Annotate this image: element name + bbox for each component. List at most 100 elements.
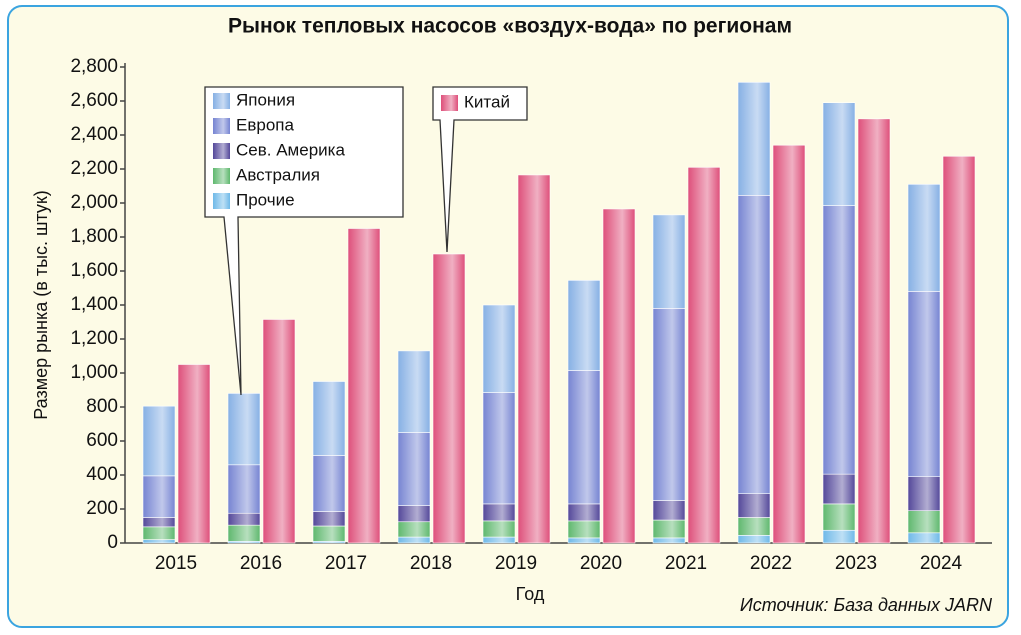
bar-segment xyxy=(737,195,771,495)
x-tick-label: 2015 xyxy=(155,553,197,574)
x-tick-label: 2017 xyxy=(325,553,367,574)
y-tick-label: 1,400 xyxy=(70,294,118,315)
bar-segment xyxy=(312,455,346,512)
y-tick-label: 2,400 xyxy=(70,124,118,145)
chart-title: Рынок тепловых насосов «воздух-вода» по … xyxy=(228,15,792,38)
x-axis-label: Год xyxy=(516,584,545,604)
bar-segment xyxy=(397,350,431,433)
bar-segment xyxy=(517,174,551,544)
bar-segment xyxy=(822,473,856,505)
y-tick-label: 2,000 xyxy=(70,192,118,213)
y-tick-label: 2,800 xyxy=(70,56,118,77)
bar-segment xyxy=(227,464,261,514)
bar-segment xyxy=(482,392,516,505)
bar-segment xyxy=(227,393,261,466)
bar-segment xyxy=(737,82,771,196)
x-tick-label: 2023 xyxy=(835,553,877,574)
bar-segment xyxy=(312,381,346,456)
bar-segment xyxy=(482,536,516,544)
bar-segment xyxy=(652,214,686,309)
bar-segment xyxy=(142,475,176,518)
x-tick-label: 2024 xyxy=(920,553,963,574)
bar-segment xyxy=(822,205,856,475)
bar-segment xyxy=(942,155,976,544)
bar-segment xyxy=(822,503,856,531)
bar-segment xyxy=(347,228,381,544)
bar-segment xyxy=(652,500,686,521)
legend-swatch xyxy=(213,143,230,159)
legend-label: Австралия xyxy=(236,165,320,184)
bar-segment xyxy=(227,512,261,526)
y-tick-label: 0 xyxy=(107,532,118,553)
bar-segment xyxy=(227,524,261,542)
bar-segment xyxy=(907,184,941,292)
legend-swatch xyxy=(213,118,230,134)
y-axis-label: Размер рынка (в тыс. штук) xyxy=(31,190,51,420)
y-tick-label: 600 xyxy=(86,430,118,451)
bar-segment xyxy=(567,280,601,371)
bar-segment xyxy=(567,520,601,539)
bar-segment xyxy=(907,510,941,534)
y-tick-label: 400 xyxy=(86,464,118,485)
legend-swatch xyxy=(213,93,230,109)
y-tick-label: 2,600 xyxy=(70,90,118,111)
source-note: Источник: База данных JARN xyxy=(740,595,993,615)
y-tick-label: 1,600 xyxy=(70,260,118,281)
x-tick-label: 2019 xyxy=(495,553,537,574)
bar-segment xyxy=(567,370,601,505)
x-tick-label: 2022 xyxy=(750,553,792,574)
bar-segment xyxy=(567,537,601,544)
bar-segment xyxy=(857,118,891,544)
bar-segment xyxy=(907,532,941,544)
y-tick-label: 1,000 xyxy=(70,362,118,383)
bar-segment xyxy=(312,525,346,542)
bar-segment xyxy=(907,291,941,477)
legend-callout xyxy=(204,86,404,396)
bar-segment xyxy=(737,517,771,536)
bar-segment xyxy=(652,308,686,501)
bar-segment xyxy=(772,144,806,544)
bar-segment xyxy=(822,529,856,544)
bar-segment xyxy=(142,539,176,544)
y-tick-label: 2,200 xyxy=(70,158,118,179)
bar-segment xyxy=(397,432,431,506)
bar-segment xyxy=(397,536,431,544)
legend-label: Сев. Америка xyxy=(236,140,345,159)
bar-segment xyxy=(142,517,176,528)
bar-segment xyxy=(567,503,601,522)
y-tick-label: 200 xyxy=(86,498,118,519)
x-tick-label: 2020 xyxy=(580,553,622,574)
bar-segment xyxy=(652,537,686,544)
x-tick-label: 2018 xyxy=(410,553,452,574)
bar-segment xyxy=(907,476,941,512)
bar-segment xyxy=(737,535,771,544)
bar-segment xyxy=(737,493,771,518)
bar-segment xyxy=(397,521,431,538)
legend-swatch xyxy=(213,168,230,184)
x-tick-label: 2016 xyxy=(240,553,282,574)
bar-segment xyxy=(432,253,466,544)
bar-segment xyxy=(312,511,346,527)
bar-segment xyxy=(602,208,636,544)
legend-swatch xyxy=(441,95,458,111)
bar-segment xyxy=(142,405,176,477)
bar-segment xyxy=(652,519,686,539)
legend-swatch xyxy=(213,193,230,209)
bar-segment xyxy=(822,102,856,206)
legend-label: Прочие xyxy=(236,190,295,209)
legend-label: Китай xyxy=(464,92,510,111)
bar-segment xyxy=(482,503,516,522)
y-tick-label: 1,200 xyxy=(70,328,118,349)
x-tick-label: 2021 xyxy=(665,553,707,574)
bar-segment xyxy=(482,304,516,393)
legend-label: Япония xyxy=(236,90,295,109)
y-tick-label: 800 xyxy=(86,396,118,417)
bar-segment xyxy=(262,319,296,544)
legend-label: Европа xyxy=(236,115,294,134)
bar-segment xyxy=(482,520,516,538)
bar-segment xyxy=(177,364,211,544)
bar-segment xyxy=(687,167,721,544)
bar-segment xyxy=(397,505,431,523)
y-tick-label: 1,800 xyxy=(70,226,118,247)
